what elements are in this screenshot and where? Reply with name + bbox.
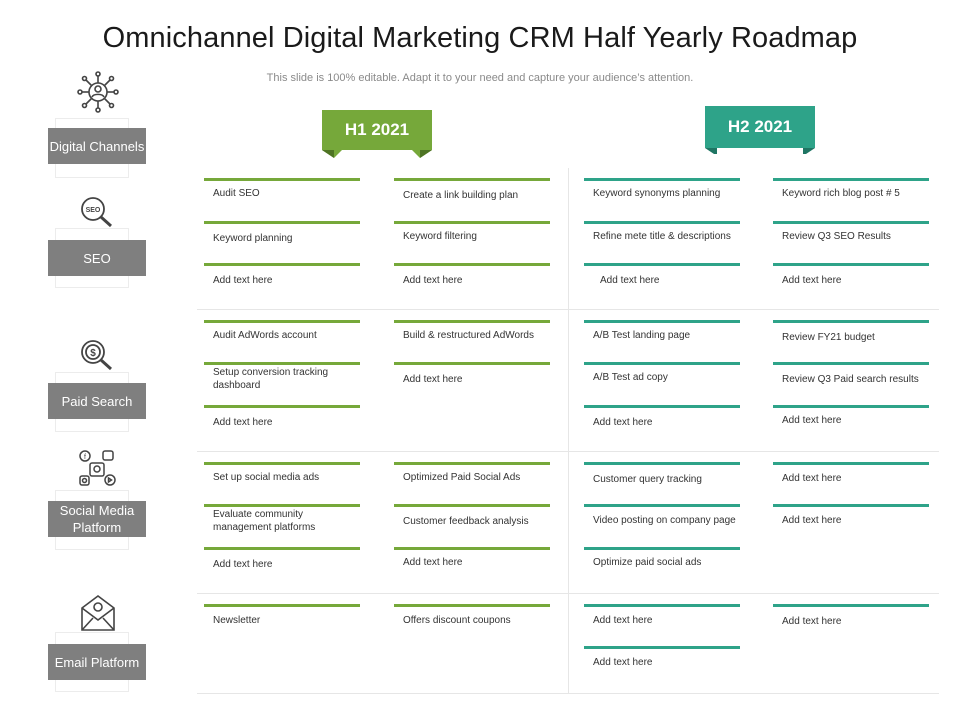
task-cell: Set up social media ads <box>204 462 360 504</box>
task-cell: Add text here <box>204 263 360 305</box>
row-divider <box>197 593 939 594</box>
social-media-icon: f <box>79 450 116 486</box>
channel-label-paid-search: Paid Search <box>48 383 146 419</box>
task-cell: Add text here <box>584 263 740 305</box>
period-h1-label: H1 2021 <box>344 120 410 139</box>
task-cell: Evaluate community management platforms <box>204 504 360 546</box>
task-cell: Audit AdWords account <box>204 320 360 362</box>
task-cell: Add text here <box>773 405 929 447</box>
task-cell: Add text here <box>773 504 929 546</box>
task-cell: Review Q3 SEO Results <box>773 221 929 263</box>
task-cell: Setup conversion tracking dashboard <box>204 362 360 404</box>
task-cell: Optimize paid social ads <box>584 547 740 589</box>
task-cell: Add text here <box>204 405 360 447</box>
task-cell: Optimized Paid Social Ads <box>394 462 550 504</box>
channel-label-social-media-platform: Social Media Platform <box>48 501 146 537</box>
task-cell: Build & restructured AdWords <box>394 320 550 362</box>
seo-magnifier-icon: SEO <box>81 197 113 228</box>
svg-text:f: f <box>84 454 86 461</box>
period-h2-ribbon: H2 2021 <box>705 106 815 154</box>
row-divider <box>197 451 939 452</box>
task-cell: Create a link building plan <box>394 178 550 220</box>
task-cell: A/B Test landing page <box>584 320 740 362</box>
task-cell: Customer query tracking <box>584 462 740 504</box>
task-cell: Add text here <box>773 462 929 504</box>
task-cell: Add text here <box>773 263 929 305</box>
task-cell: Keyword synonyms planning <box>584 178 740 220</box>
dollar-magnifier-icon: $ <box>81 340 113 371</box>
period-h1-ribbon: H1 2021 <box>322 110 432 158</box>
channel-label-email-platform: Email Platform <box>48 644 146 680</box>
task-cell: Refine mete title & descriptions <box>584 221 740 263</box>
task-cell: Add text here <box>394 362 550 404</box>
task-cell: Keyword planning <box>204 221 360 263</box>
task-cell: Add text here <box>204 547 360 589</box>
network-icon <box>77 71 119 113</box>
task-cell: Keyword rich blog post # 5 <box>773 178 929 220</box>
page-subtitle: This slide is 100% editable. Adapt it to… <box>266 72 694 84</box>
channel-label-digital-channels: Digital Channels <box>48 128 146 164</box>
svg-text:SEO: SEO <box>86 207 101 214</box>
task-cell: Add text here <box>394 263 550 305</box>
ribbon-shape <box>322 110 432 158</box>
email-envelope-icon <box>81 595 115 631</box>
row-divider <box>197 693 939 694</box>
task-cell: Newsletter <box>204 604 360 646</box>
task-cell: Add text here <box>394 547 550 589</box>
ribbon-shape <box>705 106 815 154</box>
task-cell: Video posting on company page <box>584 504 740 546</box>
task-cell: Customer feedback analysis <box>394 504 550 546</box>
task-cell: Keyword filtering <box>394 221 550 263</box>
period-h2-label: H2 2021 <box>727 117 793 136</box>
task-cell: Add text here <box>584 604 740 646</box>
row-divider <box>197 309 939 310</box>
task-cell: Offers discount coupons <box>394 604 550 646</box>
task-cell: Add text here <box>584 405 740 447</box>
channel-label-seo: SEO <box>48 240 146 276</box>
svg-text:$: $ <box>90 348 96 359</box>
task-cell: Add text here <box>584 646 740 688</box>
period-divider <box>568 168 569 693</box>
task-cell: Review Q3 Paid search results <box>773 362 929 404</box>
task-cell: Add text here <box>773 604 929 646</box>
task-cell: A/B Test ad copy <box>584 362 740 404</box>
task-cell: Review FY21 budget <box>773 320 929 362</box>
task-cell: Audit SEO <box>204 178 360 220</box>
page-title: Omnichannel Digital Marketing CRM Half Y… <box>102 22 858 54</box>
